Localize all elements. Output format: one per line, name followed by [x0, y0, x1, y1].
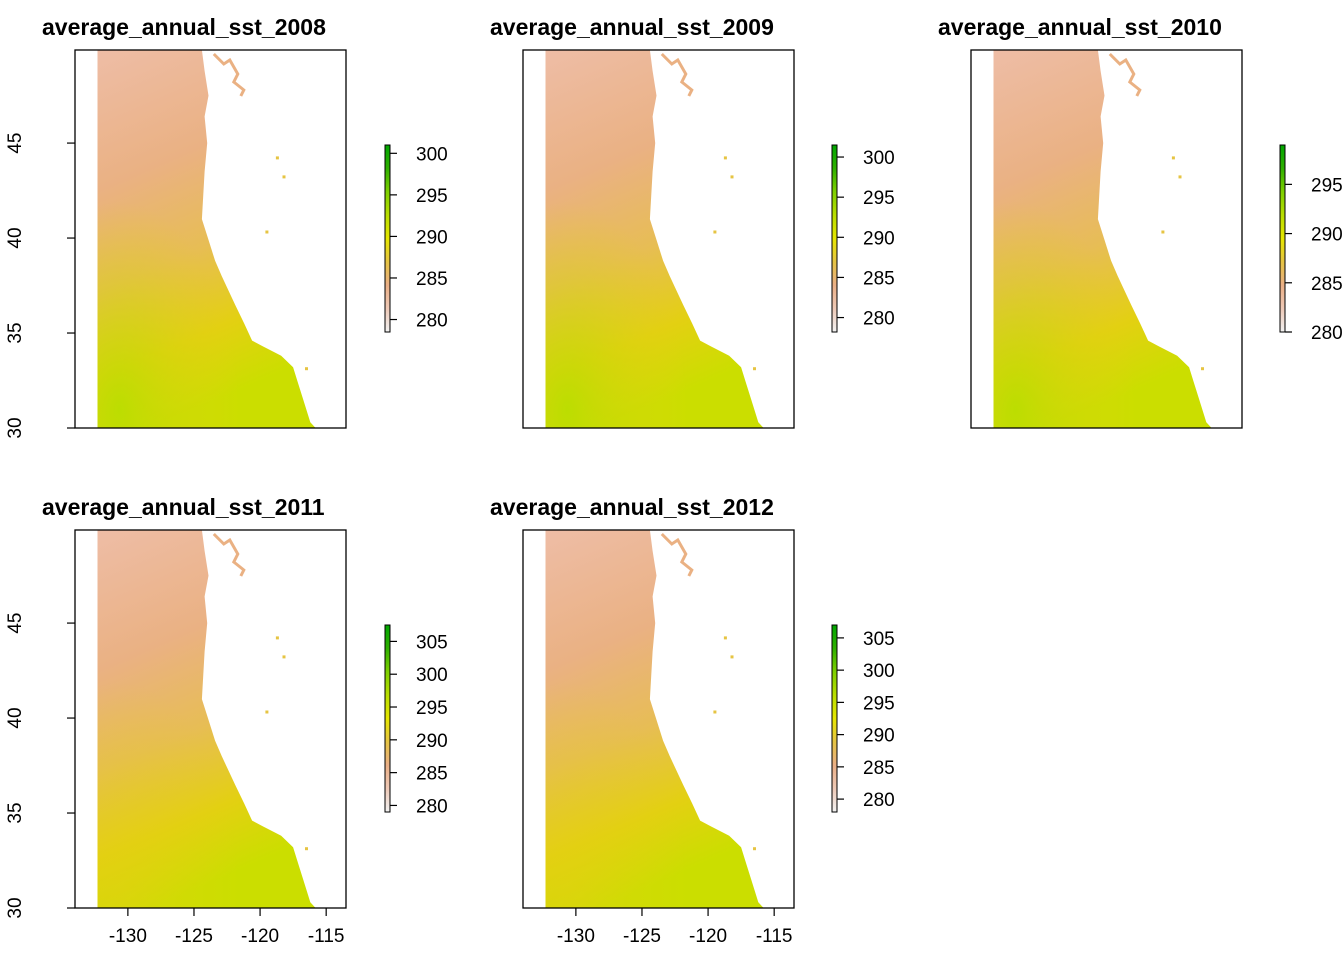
puget-sound [212, 52, 246, 97]
y-tick-label: 30 [5, 417, 26, 438]
colorbar-label: 300 [416, 665, 448, 686]
colorbar [384, 624, 391, 813]
sst-speck [730, 175, 734, 179]
colorbar-label: 285 [1311, 274, 1343, 295]
x-tick-label: -130 [557, 926, 595, 947]
colorbar-label: 290 [863, 228, 895, 249]
colorbar-label: 285 [416, 269, 448, 290]
panel-4: average_annual_sst_2012 -130 -125 -120 -115 2… [490, 494, 895, 947]
panel-title: average_annual_sst_2010 [938, 14, 1222, 40]
sst-speck [730, 655, 734, 659]
y-tick-label: 35 [5, 802, 26, 823]
colorbar-label: 290 [863, 726, 895, 747]
sst-speck [723, 156, 727, 160]
sst-speck [1171, 156, 1175, 160]
y-tick-label: 45 [5, 133, 26, 154]
plot-frame [522, 49, 795, 429]
puget-sound [1108, 52, 1142, 97]
colorbar [1279, 144, 1286, 333]
sst-speck [265, 230, 269, 234]
sst-warm-region [97, 50, 316, 428]
panel-title: average_annual_sst_2009 [490, 14, 774, 40]
sst-warm-region [545, 530, 764, 908]
x-tick-label: -125 [175, 926, 213, 947]
sst-warm-region [545, 50, 764, 428]
colorbar-label: 300 [863, 148, 895, 169]
x-tick-label: -130 [109, 926, 147, 947]
plot-frame [74, 529, 347, 909]
sst-speck [1201, 367, 1204, 371]
x-tick-label: -115 [756, 926, 793, 947]
x-tick-label: -120 [689, 926, 727, 947]
plot-frame [522, 529, 795, 909]
colorbar-label: 305 [863, 629, 895, 650]
colorbar-label: 295 [416, 186, 448, 207]
colorbar-label: 280 [1311, 323, 1343, 344]
colorbar-label: 295 [1311, 175, 1343, 196]
sst-speck [723, 636, 727, 640]
sst-speck [753, 367, 756, 371]
colorbar-label: 290 [1311, 225, 1343, 246]
plot-frame [970, 49, 1243, 429]
colorbar-label: 285 [863, 268, 895, 289]
panel-title: average_annual_sst_2008 [42, 14, 326, 40]
colorbar [831, 144, 838, 333]
colorbar-label: 295 [863, 693, 895, 714]
colorbar-label: 295 [863, 188, 895, 209]
sst-speck [305, 847, 308, 851]
sst-speck [753, 847, 756, 851]
panel-title: average_annual_sst_2012 [490, 494, 774, 520]
colorbar-label: 300 [416, 144, 448, 165]
sst-speck [282, 175, 286, 179]
puget-sound [660, 532, 694, 577]
colorbar-label: 300 [863, 661, 895, 682]
colorbar-label: 305 [416, 632, 448, 653]
panel-0: average_annual_sst_2008 30 35 40 45 280 285 290… [5, 14, 448, 439]
colorbar [384, 144, 391, 333]
panel-title: average_annual_sst_2011 [42, 494, 325, 520]
sst-speck [282, 655, 286, 659]
sst-speck [275, 156, 279, 160]
y-tick-label: 45 [5, 613, 26, 634]
y-tick-label: 40 [5, 227, 26, 248]
sst-speck [713, 230, 717, 234]
sst-warm-region [993, 50, 1212, 428]
panel-3: average_annual_sst_2011 30 35 40 45 -130 -125 -… [5, 494, 448, 947]
sst-speck [1178, 175, 1182, 179]
x-tick-label: -125 [623, 926, 661, 947]
y-tick-label: 35 [5, 322, 26, 343]
colorbar-label: 280 [863, 309, 895, 330]
puget-sound [212, 532, 246, 577]
sst-speck [713, 710, 717, 714]
sst-speck [1161, 230, 1165, 234]
plot-frame [74, 49, 347, 429]
colorbar-label: 290 [416, 731, 448, 752]
sst-speck [265, 710, 269, 714]
puget-sound [660, 52, 694, 97]
panel-2: average_annual_sst_2010 280 285 290 295 [938, 14, 1343, 429]
sst-warm-region [97, 530, 316, 908]
sst-speck [275, 636, 279, 640]
colorbar-label: 280 [863, 790, 895, 811]
colorbar-label: 290 [416, 227, 448, 248]
colorbar-label: 285 [416, 764, 448, 785]
sst-speck [305, 367, 308, 371]
x-tick-label: -115 [308, 926, 345, 947]
colorbar-label: 280 [416, 311, 448, 332]
y-tick-label: 30 [5, 897, 26, 918]
colorbar [831, 624, 838, 813]
colorbar-label: 295 [416, 698, 448, 719]
colorbar-label: 280 [416, 796, 448, 817]
panel-1: average_annual_sst_2009 280 285 290 295 300 [490, 14, 895, 429]
x-tick-label: -120 [241, 926, 279, 947]
y-tick-label: 40 [5, 707, 26, 728]
colorbar-label: 285 [863, 758, 895, 779]
